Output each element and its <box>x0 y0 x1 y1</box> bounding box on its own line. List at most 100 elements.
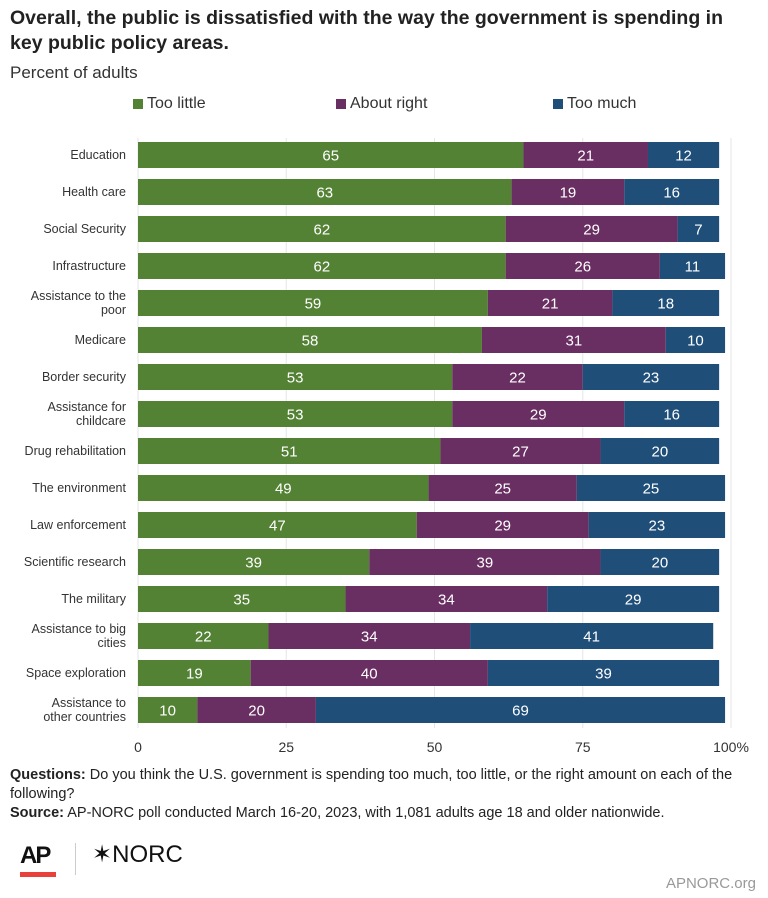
bar-about-right <box>440 438 601 464</box>
data-label: 53 <box>287 407 304 424</box>
bar-too-much <box>624 179 720 205</box>
bar-too-little <box>138 586 346 612</box>
category-label: The environment <box>32 481 126 495</box>
legend-label: Too little <box>147 95 206 112</box>
bar-too-much <box>600 549 720 575</box>
data-label: 29 <box>494 518 511 535</box>
data-label: 12 <box>675 148 692 165</box>
category-label: Drug rehabilitation <box>25 444 126 458</box>
chart-subtitle: Percent of adults <box>10 63 138 82</box>
bar-about-right <box>416 512 589 538</box>
data-label: 39 <box>245 555 262 572</box>
norc-logo-text: NORC <box>112 841 183 868</box>
data-label: 47 <box>269 518 286 535</box>
data-label: 25 <box>643 481 660 498</box>
bar-about-right <box>250 660 488 686</box>
category-label: Assistance to big cities <box>32 622 127 650</box>
bar-too-much <box>315 697 726 723</box>
category-label: Education <box>70 148 126 162</box>
bar-about-right <box>345 586 548 612</box>
data-label: 58 <box>302 333 319 350</box>
data-label: 62 <box>313 259 330 276</box>
data-label: 35 <box>233 592 250 609</box>
data-label: 40 <box>361 666 378 683</box>
notes: Questions: Do you think the U.S. governm… <box>10 766 760 823</box>
legend-swatch <box>336 99 346 109</box>
data-label: 21 <box>542 296 559 313</box>
data-label: 59 <box>305 296 322 313</box>
data-label: 39 <box>477 555 494 572</box>
data-label: 18 <box>657 296 674 313</box>
data-label: 29 <box>583 222 600 239</box>
bar-too-much <box>576 475 726 501</box>
bar-too-little <box>138 253 506 279</box>
norc-star-icon: ✶ <box>92 841 113 868</box>
x-tick-label: 100% <box>713 739 749 755</box>
bar-too-little <box>138 216 506 242</box>
questions-label: Questions: <box>10 767 86 783</box>
category-label: Law enforcement <box>30 518 126 532</box>
bar-too-much <box>588 512 726 538</box>
bar-too-little <box>138 438 441 464</box>
data-label: 34 <box>438 592 455 609</box>
data-label: 19 <box>186 666 203 683</box>
bar-too-much <box>647 142 720 168</box>
legend-label: Too much <box>567 95 637 112</box>
bar-too-much <box>665 327 726 353</box>
data-label: 10 <box>687 333 704 350</box>
data-label: 41 <box>583 629 600 646</box>
data-label: 22 <box>509 370 526 387</box>
data-label: 16 <box>663 185 680 202</box>
category-label: Infrastructure <box>52 259 126 273</box>
ap-logo-bar <box>20 872 56 877</box>
data-label: 21 <box>577 148 594 165</box>
bar-too-little <box>138 401 453 427</box>
category-label: Medicare <box>75 333 126 347</box>
bar-too-much <box>600 438 720 464</box>
bar-too-much <box>470 623 714 649</box>
data-label: 11 <box>685 259 701 276</box>
chart-title: Overall, the public is dissatisfied with… <box>10 7 723 54</box>
data-label: 29 <box>530 407 547 424</box>
bar-too-much <box>487 660 720 686</box>
bar-too-little <box>138 660 251 686</box>
bar-too-little <box>138 475 429 501</box>
x-tick-label: 25 <box>278 739 294 755</box>
bar-about-right <box>505 253 660 279</box>
category-label: Space exploration <box>26 666 126 680</box>
site-link[interactable]: APNORC.org <box>665 875 756 892</box>
data-label: 69 <box>512 703 529 720</box>
data-label: 65 <box>322 148 339 165</box>
data-label: 39 <box>595 666 612 683</box>
bar-about-right <box>369 549 601 575</box>
data-label: 34 <box>361 629 378 646</box>
bar-too-much <box>624 401 720 427</box>
bar-about-right <box>428 475 577 501</box>
legend-swatch <box>133 99 143 109</box>
bar-too-little <box>138 142 524 168</box>
category-label: Scientific research <box>24 555 126 569</box>
logo-divider <box>75 843 76 875</box>
data-label: 22 <box>195 629 212 646</box>
bar-about-right <box>481 327 666 353</box>
bar-about-right <box>511 179 625 205</box>
bar-too-little <box>138 364 453 390</box>
legend-item-about-right: About right <box>336 95 427 113</box>
bar-about-right <box>197 697 316 723</box>
source-text: AP-NORC poll conducted March 16-20, 2023… <box>64 805 665 821</box>
data-label: 29 <box>625 592 642 609</box>
legend-label: About right <box>350 95 428 112</box>
bar-about-right <box>452 401 625 427</box>
category-label: Health care <box>62 185 126 199</box>
bar-too-little <box>138 697 198 723</box>
bar-too-little <box>138 290 488 316</box>
bar-about-right <box>268 623 471 649</box>
bar-about-right <box>523 142 648 168</box>
data-label: 16 <box>663 407 680 424</box>
category-label: Assistance to other countries <box>43 696 126 724</box>
category-label: Assistance to the poor <box>31 289 126 317</box>
data-label: 62 <box>313 222 330 239</box>
data-label: 27 <box>512 444 529 461</box>
